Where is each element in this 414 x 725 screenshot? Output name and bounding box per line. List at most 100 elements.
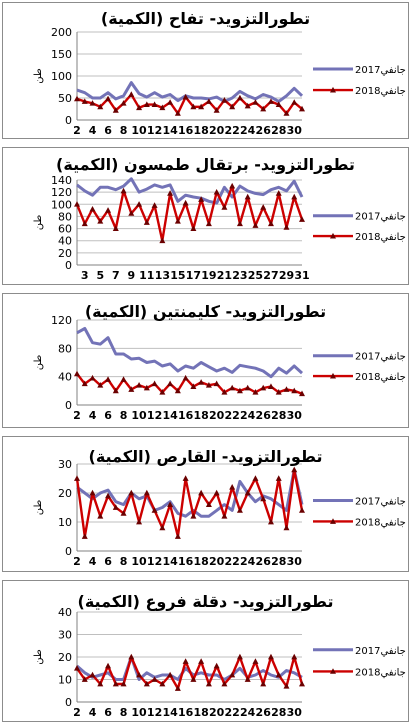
data-point-2018 <box>89 489 96 496</box>
data-point-2018 <box>174 685 181 691</box>
data-point-2018 <box>198 103 205 110</box>
series-line-2017 <box>76 327 304 379</box>
data-point-2018 <box>167 501 174 507</box>
data-point-2018 <box>244 489 251 496</box>
x-tick-label: 22 <box>225 409 240 422</box>
x-tick-label: 22 <box>225 706 240 719</box>
x-tick-label: 13 <box>155 269 170 282</box>
data-point-2018 <box>105 662 112 669</box>
legend-label: جانفي2017 <box>355 352 406 363</box>
chart-panel-clementine: 0 40 80 120 2 4 6 8 10 12 14 16 18 20 22 24 26 28 30 طن جانف… <box>2 293 409 428</box>
data-point-2018 <box>74 201 80 207</box>
y-tick-label: 120 <box>51 186 72 199</box>
data-point-2018 <box>81 533 88 539</box>
series-line-2018 <box>76 93 303 115</box>
y-tick-label: 30 <box>58 629 72 642</box>
data-point-2018 <box>236 94 243 101</box>
x-tick-label: 15 <box>170 269 185 282</box>
data-point-2018 <box>221 389 228 395</box>
data-point-2018 <box>159 237 166 244</box>
y-tick-label: 0 <box>65 696 72 709</box>
data-point-2018 <box>167 99 174 105</box>
data-point-2018 <box>275 389 282 395</box>
data-point-2018 <box>221 204 228 210</box>
data-point-2018 <box>190 103 197 110</box>
data-point-2018 <box>81 380 88 387</box>
x-tick-label: 30 <box>287 124 303 137</box>
data-point-2018 <box>299 680 305 687</box>
data-point-2018 <box>236 507 243 513</box>
chart-panel-thomson-orange: 0 20 40 60 80 100 120 140 3 5 7 9 11 13 15 17 19 21 23 25 27… <box>2 147 409 285</box>
data-point-2018 <box>244 384 251 391</box>
x-tick-label: 4 <box>89 555 97 568</box>
data-point-2018 <box>120 187 127 194</box>
legend-marker <box>330 372 336 379</box>
data-point-2018 <box>213 380 220 387</box>
data-point-2018 <box>97 680 104 687</box>
x-tick-label: 8 <box>120 409 128 422</box>
data-point-2018 <box>291 653 298 660</box>
data-point-2018 <box>159 680 166 687</box>
series-line-2018 <box>75 468 304 538</box>
x-tick-label: 2 <box>73 555 81 568</box>
data-point-2018 <box>299 390 305 397</box>
data-point-2018 <box>213 188 220 195</box>
data-point-2018 <box>120 510 127 516</box>
data-point-2018 <box>105 207 112 213</box>
data-point-2018 <box>252 99 259 105</box>
y-axis-label: طن <box>33 355 44 371</box>
series-line-2017 <box>76 81 304 103</box>
data-point-2018 <box>74 95 80 102</box>
data-point-2018 <box>97 513 104 519</box>
x-tick-label: 9 <box>127 269 135 282</box>
data-point-2018 <box>244 676 251 682</box>
legend-label: جانفي2018 <box>355 667 406 678</box>
data-point-2018 <box>244 193 251 200</box>
chart-panel-deglet-branches: 0 10 20 30 40 2 4 6 8 10 12 14 16 18 20 22 24 26 28 30 طن جان… <box>2 580 409 722</box>
x-tick-label: 20 <box>209 555 225 568</box>
x-tick-label: 27 <box>263 269 278 282</box>
data-point-2018 <box>97 218 104 224</box>
data-point-2018 <box>275 190 282 196</box>
data-point-2018 <box>143 219 150 225</box>
y-tick-label: 100 <box>51 198 72 211</box>
y-tick-label: 140 <box>51 174 72 187</box>
x-tick-label: 11 <box>139 269 154 282</box>
legend-label: جانفي2017 <box>355 646 406 657</box>
x-tick-label: 6 <box>104 706 112 719</box>
data-point-2018 <box>205 220 212 227</box>
data-point-2018 <box>267 653 274 660</box>
x-tick-label: 24 <box>240 124 256 137</box>
data-point-2018 <box>136 518 143 525</box>
x-tick-label: 30 <box>287 706 303 719</box>
legend-label: جانفي2018 <box>355 232 406 243</box>
data-point-2018 <box>151 380 158 387</box>
data-point-2018 <box>267 220 274 227</box>
data-point-2018 <box>190 513 197 519</box>
series-line-2017 <box>76 177 304 205</box>
x-tick-label: 14 <box>162 555 178 568</box>
data-point-2018 <box>213 489 220 496</box>
data-point-2018 <box>97 103 104 110</box>
x-tick-label: 26 <box>256 124 272 137</box>
x-tick-label: 25 <box>248 269 263 282</box>
data-point-2018 <box>198 658 205 664</box>
data-point-2018 <box>182 199 189 206</box>
y-axis-label: طن <box>33 649 44 665</box>
x-tick-label: 8 <box>120 124 128 137</box>
legend-label: جانفي2018 <box>355 86 406 97</box>
y-tick-label: 30 <box>58 458 72 471</box>
data-point-2018 <box>151 101 158 107</box>
data-point-2018 <box>283 110 290 116</box>
data-point-2018 <box>151 507 158 513</box>
data-point-2018 <box>159 104 166 111</box>
x-tick-label: 2 <box>73 124 81 137</box>
data-point-2018 <box>213 107 220 113</box>
data-point-2018 <box>112 504 119 510</box>
data-point-2018 <box>143 101 150 107</box>
x-tick-label: 6 <box>104 409 112 422</box>
data-point-2018 <box>97 381 104 388</box>
data-point-2018 <box>136 671 143 678</box>
